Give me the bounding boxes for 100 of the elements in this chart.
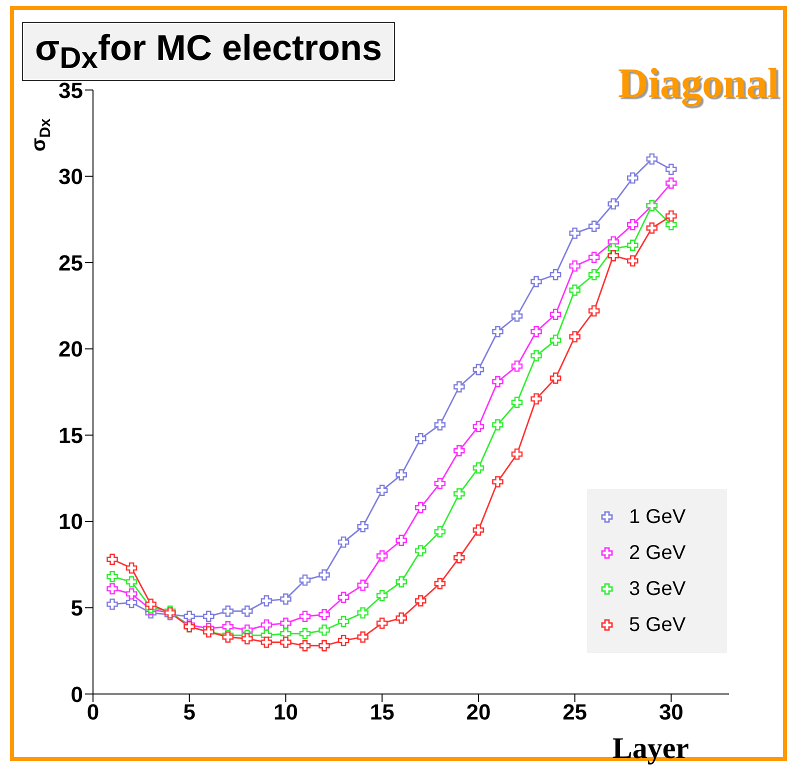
point [126, 576, 138, 588]
point [454, 552, 465, 564]
point [492, 326, 504, 338]
point [626, 172, 638, 184]
point [126, 562, 138, 574]
point [318, 624, 330, 636]
point [414, 595, 426, 606]
point [299, 640, 311, 652]
point [242, 633, 253, 644]
point [260, 636, 272, 648]
y-tick-label: 0 [70, 682, 83, 707]
x-axis-title: Layer [612, 732, 689, 765]
point [511, 396, 523, 408]
x-tick-label: 30 [658, 700, 684, 725]
x-tick-label: 25 [562, 700, 588, 725]
x-tick-label: 15 [370, 700, 394, 725]
point [588, 252, 600, 264]
y-tick-label: 10 [58, 509, 83, 534]
point [454, 488, 465, 500]
point [608, 250, 620, 262]
point [530, 276, 542, 288]
x-tick-label: 0 [86, 700, 100, 725]
point [299, 610, 311, 622]
y-tick-label: 30 [58, 164, 83, 190]
point [299, 574, 311, 586]
point [376, 550, 388, 562]
legend-label: 2 GeV [629, 542, 686, 564]
point [492, 476, 504, 488]
x-tick-label: 20 [466, 700, 491, 725]
point [357, 580, 368, 591]
point [414, 432, 426, 444]
point [338, 616, 350, 628]
y-tick-label: 20 [58, 336, 83, 362]
point [626, 255, 638, 266]
chart-title: σ$_{Dx}$for MC electrons [35, 27, 382, 76]
point [434, 478, 446, 490]
y-tick-label: 25 [58, 250, 83, 276]
point [492, 419, 504, 430]
point [299, 628, 311, 640]
point [454, 445, 465, 456]
point [646, 222, 658, 234]
point [511, 360, 523, 372]
legend-label: 1 GeV [629, 506, 686, 528]
point [588, 305, 600, 317]
point [550, 334, 562, 346]
point [338, 592, 350, 604]
annotation: Diagonal [618, 60, 779, 108]
point [530, 393, 542, 405]
point [145, 598, 156, 610]
point [569, 228, 580, 239]
point [530, 350, 542, 362]
point [396, 576, 408, 588]
point [550, 372, 562, 384]
point [318, 608, 330, 620]
point [242, 606, 253, 617]
point [608, 198, 620, 210]
point [357, 607, 368, 619]
point [376, 484, 388, 496]
point [569, 331, 580, 342]
point [396, 612, 408, 624]
y-tick-label: 15 [58, 422, 83, 448]
point [511, 448, 523, 460]
point [472, 420, 484, 432]
point [357, 631, 368, 643]
point [666, 164, 677, 176]
point [434, 578, 446, 590]
point [492, 376, 504, 388]
point [396, 534, 408, 546]
point [588, 269, 600, 280]
point [376, 590, 388, 602]
point [666, 210, 677, 222]
point [280, 618, 292, 629]
point [338, 634, 350, 646]
legend-label: 5 GeV [629, 614, 686, 636]
point [511, 310, 523, 322]
point [550, 269, 562, 280]
x-tick-label: 10 [273, 700, 298, 725]
y-tick-label: 35 [58, 78, 83, 103]
point [106, 598, 118, 610]
point [357, 520, 368, 532]
point [318, 640, 330, 652]
point [530, 326, 542, 338]
point [626, 218, 638, 230]
point [126, 588, 138, 600]
point [454, 381, 465, 392]
x-tick-label: 5 [183, 700, 196, 725]
point [569, 260, 580, 272]
point [626, 240, 638, 251]
point [318, 569, 330, 581]
point [280, 636, 292, 648]
point [184, 610, 196, 622]
point [414, 502, 426, 514]
point [569, 284, 580, 296]
legend-label: 3 GeV [629, 578, 686, 600]
point [280, 593, 292, 605]
point [106, 554, 118, 566]
point [472, 462, 484, 474]
point [434, 419, 446, 430]
point [202, 610, 214, 622]
point [550, 308, 562, 320]
